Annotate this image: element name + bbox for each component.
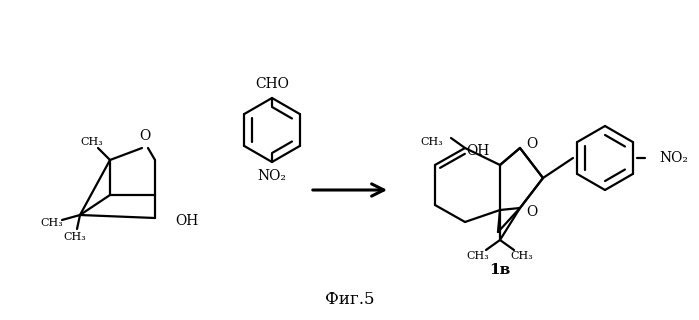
Text: NO₂: NO₂: [659, 151, 688, 165]
Text: CH₃: CH₃: [64, 232, 87, 242]
Text: NO₂: NO₂: [257, 169, 287, 183]
Text: CH₃: CH₃: [41, 218, 64, 228]
Text: OH: OH: [175, 214, 199, 228]
Text: CHO: CHO: [255, 77, 289, 91]
Text: O: O: [526, 137, 538, 151]
Text: CH₃: CH₃: [420, 137, 443, 147]
Text: O: O: [526, 205, 538, 219]
Text: CH₃: CH₃: [511, 251, 533, 261]
Text: CH₃: CH₃: [80, 137, 103, 147]
Text: Фиг.5: Фиг.5: [325, 292, 375, 308]
Text: CH₃: CH₃: [467, 251, 489, 261]
Text: O: O: [139, 129, 150, 143]
Text: OH: OH: [466, 144, 489, 158]
Text: 1в: 1в: [489, 263, 511, 277]
